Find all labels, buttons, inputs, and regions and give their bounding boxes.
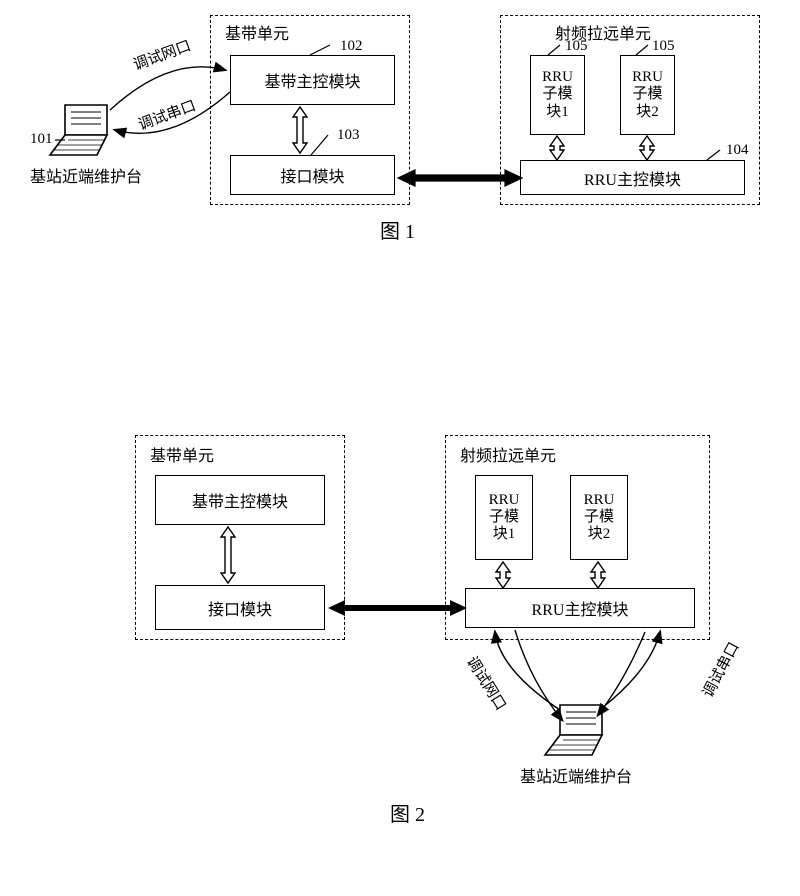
bbu-master-label: 基带主控模块 <box>264 68 360 92</box>
fig1-link-lower: 调试串口 <box>135 94 199 134</box>
f2-rru-title: 射频拉远单元 <box>460 442 556 466</box>
f2-bbu-iface: 接口模块 <box>155 585 325 630</box>
f2-link-left: 调试网口 <box>462 652 512 714</box>
bbu-iface-ref: 103 <box>337 127 360 144</box>
f2-rru-sub1-l2: 子模 <box>489 509 519 526</box>
f2-rru-master: RRU主控模块 <box>465 588 695 628</box>
f2-rru-sub2: RRU 子模 块2 <box>570 475 628 560</box>
f2-rru-sub2-l2: 子模 <box>584 509 614 526</box>
figure-2: 基带单元 基带主控模块 接口模块 射频拉远单元 RRU 子模 块1 RRU 子模… <box>0 420 800 840</box>
rru-sub1: RRU 子模 块1 <box>530 55 585 135</box>
bbu-iface-label: 接口模块 <box>280 163 344 187</box>
figure-1: 基带单元 基带主控模块 102 接口模块 103 射频拉远单元 RRU 子模 块… <box>0 0 800 270</box>
f2-rru-sub1-l3: 块1 <box>493 526 516 543</box>
rru-sub2-l3: 块2 <box>636 104 659 121</box>
laptop-label: 基站近端维护台 <box>30 163 142 187</box>
f2-bbu-master: 基带主控模块 <box>155 475 325 525</box>
rru-sub2: RRU 子模 块2 <box>620 55 675 135</box>
f2-rru-sub2-l3: 块2 <box>588 526 611 543</box>
fig1-caption: 图 1 <box>380 215 415 244</box>
rru-sub2-l1: RRU <box>632 69 663 86</box>
f2-bbu-title: 基带单元 <box>150 442 214 466</box>
rru-sub2-l2: 子模 <box>632 86 662 103</box>
rru-master-ref: 104 <box>726 142 749 159</box>
laptop-ref: 101 <box>30 131 53 148</box>
f2-link-right: 调试串口 <box>697 638 744 701</box>
f2-laptop-label: 基站近端维护台 <box>520 763 632 787</box>
f2-rru-sub2-l1: RRU <box>584 492 615 509</box>
fig2-caption: 图 2 <box>390 798 425 827</box>
f2-bbu-iface-label: 接口模块 <box>208 596 272 620</box>
f2-bbu-master-label: 基带主控模块 <box>192 488 288 512</box>
rru-master: RRU主控模块 <box>520 160 745 195</box>
rru-sub2-ref: 105 <box>652 38 675 55</box>
f2-rru-sub1: RRU 子模 块1 <box>475 475 533 560</box>
bbu-iface: 接口模块 <box>230 155 395 195</box>
rru-sub1-l2: 子模 <box>542 86 572 103</box>
rru-master-label: RRU主控模块 <box>584 166 681 190</box>
rru-sub1-l3: 块1 <box>546 104 569 121</box>
f2-rru-sub1-l1: RRU <box>489 492 520 509</box>
rru-sub1-ref: 105 <box>565 38 588 55</box>
bbu-master: 基带主控模块 <box>230 55 395 105</box>
fig1-link-upper: 调试网口 <box>130 34 194 74</box>
bbu-master-ref: 102 <box>340 38 363 55</box>
f2-rru-master-label: RRU主控模块 <box>532 596 629 620</box>
bbu-title: 基带单元 <box>225 20 289 44</box>
rru-sub1-l1: RRU <box>542 69 573 86</box>
